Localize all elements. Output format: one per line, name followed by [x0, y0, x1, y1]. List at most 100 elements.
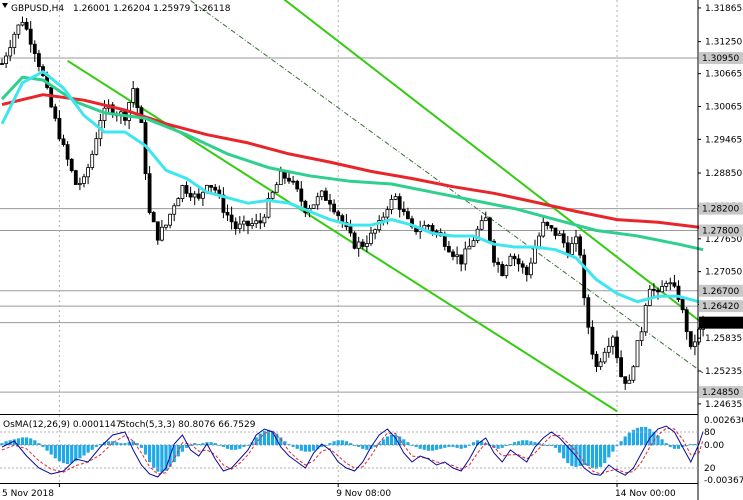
candle-body: [479, 220, 484, 230]
oscillator-pane[interactable]: [0, 425, 704, 478]
candle-body: [319, 190, 324, 198]
candle-body: [619, 357, 623, 378]
candle-body: [180, 185, 185, 199]
stoch-main-line: [1, 425, 704, 478]
osma-bar: [49, 445, 53, 455]
osma-bar: [611, 445, 615, 452]
candle-body: [8, 47, 13, 57]
candle-body: [94, 138, 99, 155]
osma-bar: [627, 432, 631, 446]
candle-body: [287, 177, 291, 182]
candle-body: [471, 240, 476, 247]
osma-bar: [20, 437, 25, 446]
price-tick-label: 1.25235: [705, 367, 742, 377]
osma-bar: [111, 441, 115, 446]
osma-bar: [607, 445, 611, 458]
price-tick-label: 1.30065: [705, 103, 742, 113]
osma-bar: [402, 439, 406, 446]
price-tick-label: 1.24635: [705, 400, 742, 410]
osma-bar: [599, 445, 603, 467]
osma-bar: [82, 445, 86, 456]
osma-bar: [451, 445, 455, 447]
osma-bar: [644, 426, 648, 446]
price-tick-label: 1.31250: [705, 38, 742, 48]
osma-bar: [107, 441, 111, 446]
candle-body: [262, 216, 267, 224]
candle-body: [693, 341, 697, 347]
price-axis[interactable]: 1.31865 1.31250 1.30665 1.30065 1.29465 1.288…: [698, 4, 743, 410]
candle-body: [69, 158, 74, 172]
osma-bar: [615, 445, 619, 446]
osma-bar: [41, 445, 45, 447]
osma-bar: [221, 445, 225, 447]
candle-body: [467, 245, 472, 250]
candle-body: [492, 240, 496, 263]
osma-bar: [463, 445, 467, 448]
oscillator-axis-label: 0.002630: [704, 416, 743, 426]
candle-body: [385, 209, 390, 218]
candle-body: [446, 246, 451, 253]
osma-bar: [152, 445, 156, 468]
price-pane[interactable]: [0, 0, 743, 483]
osma-bar: [217, 445, 221, 446]
osma-bar: [291, 445, 295, 447]
candle-body: [196, 193, 201, 199]
osma-bar: [29, 438, 33, 446]
candle-body: [32, 43, 37, 54]
candle-body: [131, 88, 136, 103]
osma-bar: [303, 445, 307, 452]
candle-body: [512, 255, 517, 260]
candle-body: [594, 353, 599, 367]
current-price-label: 1.26118: [702, 319, 739, 329]
channel-upper-line: [283, 0, 704, 325]
candle-body: [151, 212, 156, 223]
osma-bar: [143, 445, 148, 455]
candle-body: [73, 170, 78, 185]
candle-body: [430, 225, 435, 232]
candle-body: [520, 263, 525, 268]
price-level-tag: [699, 300, 743, 313]
candle-body: [291, 180, 296, 183]
osma-bar: [250, 442, 254, 446]
candle-body: [16, 24, 21, 35]
channel-mid-line: [190, 0, 704, 374]
candle-body: [664, 283, 669, 287]
vertical-gridlines: [58, 0, 618, 483]
candle-body: [561, 233, 566, 244]
osma-bar: [385, 436, 389, 446]
candle-body: [676, 285, 681, 300]
symbol-dropdown-icon[interactable]: [2, 3, 8, 8]
candle-body: [135, 88, 140, 109]
osma-bar: [279, 437, 283, 446]
osma-bar: [553, 445, 558, 448]
candle-body: [635, 340, 640, 368]
osma-bar: [525, 440, 529, 446]
oscillator-axis-label: 80: [704, 428, 716, 438]
osma-bar: [299, 445, 303, 451]
price-level-tag: [699, 202, 743, 215]
osma-bar: [471, 442, 476, 446]
candle-body: [508, 255, 513, 266]
osma-bar: [590, 445, 594, 468]
osma-bar: [340, 440, 344, 446]
candle-body: [615, 336, 619, 359]
osma-bar: [316, 445, 320, 449]
osma-bar: [447, 445, 451, 447]
osma-bar: [435, 445, 439, 450]
candle-body: [541, 221, 546, 237]
oscillator-header: OsMA(12,26,9) 0.0001147 Stoch(5,3,3) 80.…: [3, 420, 256, 430]
candle-body: [623, 376, 628, 384]
candle-body: [369, 232, 373, 244]
stoch-label: Stoch(5,3,3) 80.8076 66.7529: [120, 420, 256, 430]
candle-body: [20, 21, 25, 26]
candle-body: [241, 220, 246, 225]
price-level-tag: [699, 224, 743, 237]
candle-body: [537, 235, 541, 248]
osma-bar: [78, 445, 82, 459]
candle-body: [627, 379, 632, 384]
osma-bar: [262, 430, 266, 446]
price-level-label: 1.26420: [702, 302, 739, 312]
candle-body: [574, 236, 578, 245]
osma-bar: [156, 445, 160, 472]
